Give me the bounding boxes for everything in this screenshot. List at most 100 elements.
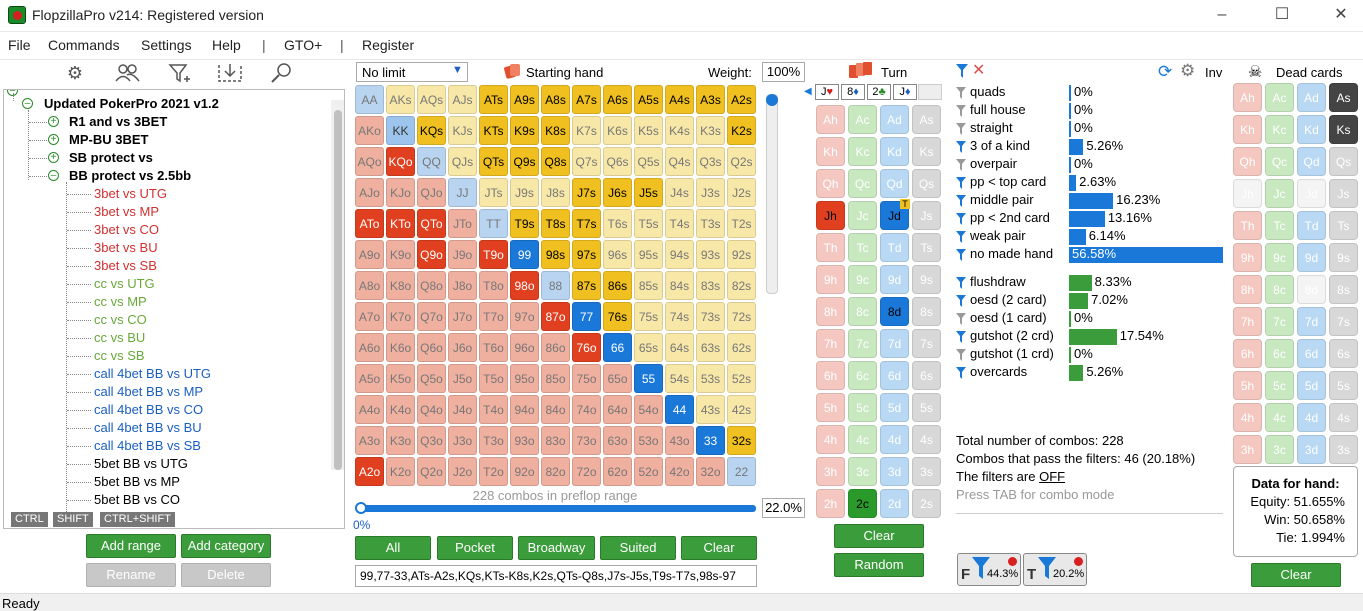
hand-cell[interactable]: 65o xyxy=(603,364,632,393)
hand-cell[interactable]: K7s xyxy=(572,116,601,145)
board-card-option[interactable]: 7h xyxy=(816,329,845,358)
hand-cell[interactable]: A7o xyxy=(355,302,384,331)
hand-cell[interactable]: Q7o xyxy=(417,302,446,331)
game-type-select[interactable]: No limit ▼ xyxy=(356,62,468,82)
expand-icon[interactable]: – xyxy=(48,170,59,181)
dead-card-option[interactable]: Th xyxy=(1233,211,1262,240)
board-card-option[interactable]: Qc xyxy=(848,169,877,198)
filter-funnel-icon[interactable] xyxy=(956,249,966,261)
hand-cell[interactable]: A2o xyxy=(355,457,384,486)
board-card-option[interactable]: Qh xyxy=(816,169,845,198)
expand-icon[interactable]: + xyxy=(48,116,59,127)
menu-gto[interactable]: GTO+ xyxy=(284,37,323,53)
board-card-option[interactable]: 2c xyxy=(848,489,877,518)
hand-cell[interactable]: 96s xyxy=(603,240,632,269)
board-card-option[interactable]: Ad xyxy=(880,105,909,134)
dead-card-option[interactable]: 4c xyxy=(1265,403,1294,432)
settings-gear-icon[interactable]: ⚙ xyxy=(1180,61,1196,80)
hand-cell[interactable]: 44 xyxy=(665,395,694,424)
board-card-option[interactable]: 8s xyxy=(912,297,941,326)
hand-cell[interactable]: 54s xyxy=(665,364,694,393)
dead-card-option[interactable]: Td xyxy=(1297,211,1326,240)
hand-cell[interactable]: A3o xyxy=(355,426,384,455)
hand-cell[interactable]: A9s xyxy=(510,85,539,114)
collapse-icon[interactable]: – xyxy=(7,90,18,96)
board-card-option[interactable]: 2s xyxy=(912,489,941,518)
tree-range-item[interactable]: cc vs BU xyxy=(94,330,146,345)
dead-card-option[interactable]: Qd xyxy=(1297,147,1326,176)
refresh-icon[interactable]: ⟳ xyxy=(1158,62,1173,81)
dead-card-option[interactable]: Kc xyxy=(1265,115,1294,144)
menu-settings[interactable]: Settings xyxy=(141,37,192,53)
dead-card-option[interactable]: 8d xyxy=(1297,275,1326,304)
tree-range-item[interactable]: 3bet vs MP xyxy=(94,204,160,219)
board-card-option[interactable]: Ks xyxy=(912,137,941,166)
dead-card-option[interactable]: Kd xyxy=(1297,115,1326,144)
hand-cell[interactable]: 52s xyxy=(727,364,756,393)
hand-cell[interactable]: 95s xyxy=(634,240,663,269)
hand-cell[interactable]: K2o xyxy=(386,457,415,486)
hand-cell[interactable]: 62o xyxy=(603,457,632,486)
dead-card-option[interactable]: 7h xyxy=(1233,307,1262,336)
hand-cell[interactable]: Q3o xyxy=(417,426,446,455)
board-card[interactable]: J♦ xyxy=(893,84,917,100)
tree-folder[interactable]: SB protect vs xyxy=(69,150,153,165)
dead-card-option[interactable]: Qh xyxy=(1233,147,1262,176)
filter-funnel-icon[interactable] xyxy=(956,123,966,135)
hand-cell[interactable]: A4o xyxy=(355,395,384,424)
hand-cell[interactable]: KJs xyxy=(448,116,477,145)
hand-cell[interactable]: Q8s xyxy=(541,147,570,176)
hand-cell[interactable]: K9s xyxy=(510,116,539,145)
range-slider-thumb[interactable] xyxy=(355,502,367,514)
hand-cell[interactable]: Q5o xyxy=(417,364,446,393)
board-card-option[interactable]: 4s xyxy=(912,425,941,454)
hand-cell[interactable]: 33 xyxy=(696,426,725,455)
hand-cell[interactable]: T7s xyxy=(572,209,601,238)
dead-card-option[interactable]: 5c xyxy=(1265,371,1294,400)
random-board-button[interactable]: Random xyxy=(834,553,924,577)
hand-cell[interactable]: T3s xyxy=(696,209,725,238)
hand-cell[interactable]: 87s xyxy=(572,271,601,300)
hand-cell[interactable]: AJs xyxy=(448,85,477,114)
tree-range-item[interactable]: 5bet BB vs CO xyxy=(94,492,180,507)
hand-cell[interactable]: 63s xyxy=(696,333,725,362)
hand-cell[interactable]: Q9o xyxy=(417,240,446,269)
board-card-option[interactable]: Th xyxy=(816,233,845,262)
dead-card-option[interactable]: Ks xyxy=(1329,115,1358,144)
import-icon[interactable] xyxy=(216,62,244,84)
dead-card-option[interactable]: Jh xyxy=(1233,179,1262,208)
hand-cell[interactable]: QJo xyxy=(417,178,446,207)
dead-card-option[interactable]: Qc xyxy=(1265,147,1294,176)
dead-card-option[interactable]: 4d xyxy=(1297,403,1326,432)
menu-file[interactable]: File xyxy=(8,37,31,53)
hand-cell[interactable]: KTo xyxy=(386,209,415,238)
hand-cell[interactable]: K7o xyxy=(386,302,415,331)
filter-funnel-icon[interactable] xyxy=(956,195,966,207)
board-card-option[interactable]: 9h xyxy=(816,265,845,294)
menu-help[interactable]: Help xyxy=(212,37,241,53)
hand-cell[interactable]: KQo xyxy=(386,147,415,176)
hand-cell[interactable]: 88 xyxy=(541,271,570,300)
dead-card-option[interactable]: 8s xyxy=(1329,275,1358,304)
flop-filter-button[interactable]: F 44.3% xyxy=(957,553,1021,586)
close-icon[interactable]: ✕ xyxy=(1334,6,1348,23)
hand-cell[interactable]: 98o xyxy=(510,271,539,300)
hand-cell[interactable]: 86o xyxy=(541,333,570,362)
hand-cell[interactable]: J9o xyxy=(448,240,477,269)
tree-range-item[interactable]: cc vs SB xyxy=(94,348,145,363)
board-card-option[interactable]: 9c xyxy=(848,265,877,294)
clear-filter-icon[interactable]: ✕ xyxy=(972,62,986,79)
hand-cell[interactable]: 32o xyxy=(696,457,725,486)
hand-cell[interactable]: Q5s xyxy=(634,147,663,176)
hand-cell[interactable]: QQ xyxy=(417,147,446,176)
dead-card-option[interactable]: As xyxy=(1329,83,1358,112)
hand-cell[interactable]: AKo xyxy=(355,116,384,145)
board-card-option[interactable]: Js xyxy=(912,201,941,230)
select-all-button[interactable]: All xyxy=(355,536,431,560)
board-card-option[interactable]: 4c xyxy=(848,425,877,454)
board-card-option[interactable]: 5h xyxy=(816,393,845,422)
dead-card-option[interactable]: Js xyxy=(1329,179,1358,208)
board-card-option[interactable]: 5s xyxy=(912,393,941,422)
hand-cell[interactable]: J7o xyxy=(448,302,477,331)
dead-card-option[interactable]: 9c xyxy=(1265,243,1294,272)
